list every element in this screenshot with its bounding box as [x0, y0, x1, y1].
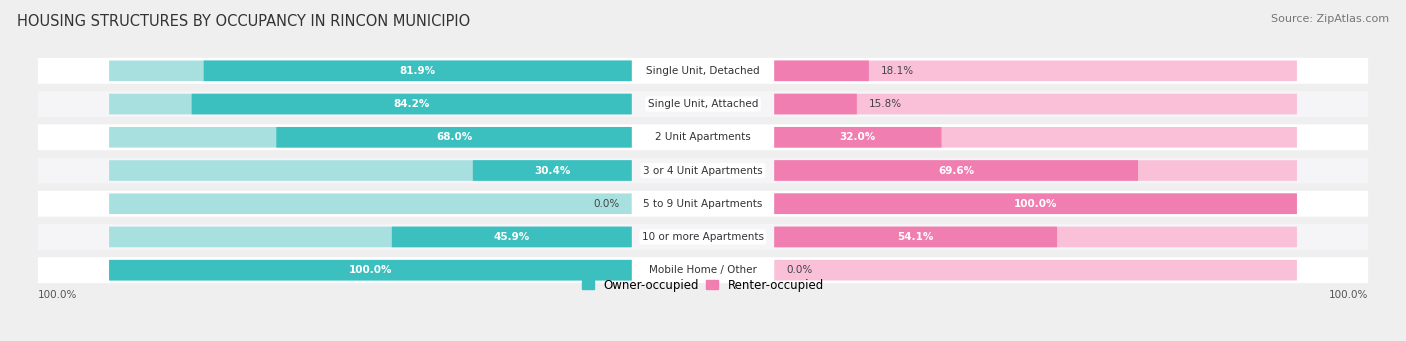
- FancyBboxPatch shape: [38, 191, 1368, 217]
- Text: Mobile Home / Other: Mobile Home / Other: [650, 265, 756, 275]
- Text: 68.0%: 68.0%: [436, 132, 472, 142]
- Text: 81.9%: 81.9%: [399, 66, 436, 76]
- Text: 15.8%: 15.8%: [869, 99, 901, 109]
- Text: 100.0%: 100.0%: [1014, 199, 1057, 209]
- FancyBboxPatch shape: [472, 160, 631, 181]
- Text: Single Unit, Detached: Single Unit, Detached: [647, 66, 759, 76]
- FancyBboxPatch shape: [110, 160, 631, 181]
- FancyBboxPatch shape: [775, 94, 856, 114]
- FancyBboxPatch shape: [110, 227, 631, 247]
- FancyBboxPatch shape: [775, 227, 1296, 247]
- FancyBboxPatch shape: [110, 60, 631, 81]
- Text: 100.0%: 100.0%: [38, 290, 77, 300]
- FancyBboxPatch shape: [110, 193, 631, 214]
- Text: Source: ZipAtlas.com: Source: ZipAtlas.com: [1271, 14, 1389, 24]
- FancyBboxPatch shape: [775, 260, 1296, 281]
- Text: 32.0%: 32.0%: [839, 132, 876, 142]
- Text: 3 or 4 Unit Apartments: 3 or 4 Unit Apartments: [643, 165, 763, 176]
- FancyBboxPatch shape: [277, 127, 631, 148]
- Text: 5 to 9 Unit Apartments: 5 to 9 Unit Apartments: [644, 199, 762, 209]
- FancyBboxPatch shape: [38, 224, 1368, 250]
- FancyBboxPatch shape: [775, 94, 1296, 114]
- FancyBboxPatch shape: [38, 257, 1368, 283]
- Text: 0.0%: 0.0%: [593, 199, 620, 209]
- FancyBboxPatch shape: [38, 91, 1368, 117]
- Text: 100.0%: 100.0%: [349, 265, 392, 275]
- FancyBboxPatch shape: [775, 160, 1137, 181]
- FancyBboxPatch shape: [110, 127, 631, 148]
- FancyBboxPatch shape: [775, 127, 1296, 148]
- FancyBboxPatch shape: [110, 260, 631, 281]
- FancyBboxPatch shape: [38, 58, 1368, 84]
- Text: 2 Unit Apartments: 2 Unit Apartments: [655, 132, 751, 142]
- FancyBboxPatch shape: [775, 60, 1296, 81]
- Legend: Owner-occupied, Renter-occupied: Owner-occupied, Renter-occupied: [578, 274, 828, 297]
- FancyBboxPatch shape: [392, 227, 631, 247]
- Text: 0.0%: 0.0%: [786, 265, 813, 275]
- Text: 45.9%: 45.9%: [494, 232, 530, 242]
- FancyBboxPatch shape: [775, 60, 869, 81]
- FancyBboxPatch shape: [775, 193, 1296, 214]
- FancyBboxPatch shape: [38, 124, 1368, 150]
- Text: 54.1%: 54.1%: [897, 232, 934, 242]
- Text: 10 or more Apartments: 10 or more Apartments: [643, 232, 763, 242]
- FancyBboxPatch shape: [38, 158, 1368, 183]
- Text: 84.2%: 84.2%: [394, 99, 430, 109]
- FancyBboxPatch shape: [775, 127, 942, 148]
- Text: 30.4%: 30.4%: [534, 165, 571, 176]
- FancyBboxPatch shape: [110, 260, 631, 281]
- Text: 69.6%: 69.6%: [938, 165, 974, 176]
- Text: 18.1%: 18.1%: [880, 66, 914, 76]
- Text: HOUSING STRUCTURES BY OCCUPANCY IN RINCON MUNICIPIO: HOUSING STRUCTURES BY OCCUPANCY IN RINCO…: [17, 14, 470, 29]
- Text: Single Unit, Attached: Single Unit, Attached: [648, 99, 758, 109]
- FancyBboxPatch shape: [204, 60, 631, 81]
- FancyBboxPatch shape: [775, 227, 1057, 247]
- FancyBboxPatch shape: [775, 160, 1296, 181]
- FancyBboxPatch shape: [191, 94, 631, 114]
- Text: 100.0%: 100.0%: [1329, 290, 1368, 300]
- FancyBboxPatch shape: [775, 193, 1296, 214]
- FancyBboxPatch shape: [110, 94, 631, 114]
